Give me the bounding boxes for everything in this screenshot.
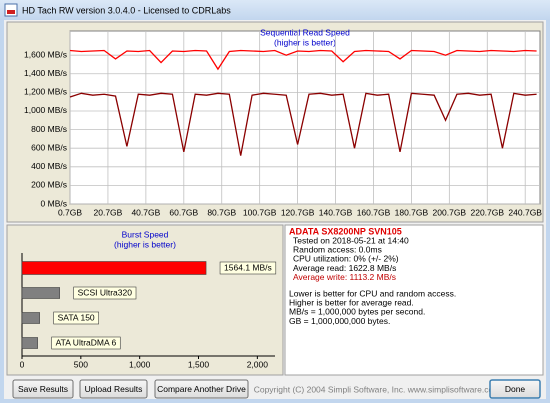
- info-line: Tested on 2018-05-21 at 14:40: [293, 235, 409, 245]
- button-face[interactable]: [154, 379, 249, 399]
- copyright: Copyright (C) 2004 Simpli Software, Inc.…: [254, 384, 501, 394]
- y-tick-label: 1,600 MB/s: [24, 49, 67, 59]
- y-tick-label: 200 MB/s: [31, 180, 67, 190]
- x-tick-label: 200.7GB: [433, 207, 467, 217]
- x-tick-label: 80.7GB: [207, 207, 236, 217]
- x-tick-label: 0.7GB: [58, 207, 82, 217]
- button-face[interactable]: [79, 379, 148, 399]
- done-button[interactable]: Done: [489, 379, 541, 399]
- y-tick-label: 1,000 MB/s: [24, 105, 67, 115]
- x-tick-label: 1,000: [129, 359, 151, 369]
- x-tick-label: 1,500: [188, 359, 210, 369]
- drive-name: ADATA SX8200NP SVN105: [289, 226, 402, 236]
- x-tick-label: 100.7GB: [243, 207, 277, 217]
- title-bar: [0, 0, 550, 20]
- burst-chart: Burst Speed(higher is better) 0 500 1,000 1,…: [20, 229, 277, 369]
- x-tick-label: 160.7GB: [357, 207, 391, 217]
- chart-title: Burst Speed: [122, 229, 169, 239]
- series-line: [69, 92, 537, 156]
- button-label[interactable]: Save Results: [18, 384, 68, 394]
- category-label: SCSI Ultra320: [78, 287, 133, 297]
- y-tick-label: 600 MB/s: [31, 142, 67, 152]
- x-tick-label: 180.7GB: [395, 207, 429, 217]
- category-label: SATA 150: [58, 312, 95, 322]
- y-tick-label: 0 MB/s: [41, 198, 67, 208]
- info-panel: [284, 224, 544, 376]
- x-tick-label: 140.7GB: [319, 207, 353, 217]
- value-label: 1564.1 MB/s: [224, 262, 272, 272]
- bar: [21, 261, 207, 275]
- info-note: Lower is better for CPU and random acces…: [289, 288, 456, 298]
- x-tick-label: 60.7GB: [169, 207, 198, 217]
- y-tick-label: 400 MB/s: [31, 161, 67, 171]
- bar: [21, 337, 38, 349]
- sequential-chart: Sequential Read Speed(higher is better) 0…: [24, 27, 542, 217]
- y-tick-label: 800 MB/s: [31, 124, 67, 134]
- button-label[interactable]: Compare Another Drive: [157, 384, 246, 394]
- x-tick-label: 120.7GB: [281, 207, 315, 217]
- plot-area: [69, 30, 541, 205]
- x-tick-label: 2,000: [247, 359, 269, 369]
- bar: [21, 287, 60, 299]
- info-line: Average read: 1622.8 MB/s: [293, 263, 396, 273]
- app-icon-mark: [7, 10, 15, 14]
- info-line: CPU utilization: 0% (+/- 2%): [293, 254, 399, 264]
- label-box: [73, 286, 137, 300]
- button-face[interactable]: [12, 379, 74, 399]
- chart-title: Sequential Read Speed: [260, 27, 350, 37]
- info-note: GB = 1,000,000,000 bytes.: [289, 316, 390, 326]
- x-tick-label: 500: [74, 359, 88, 369]
- button-face[interactable]: [489, 379, 541, 399]
- label-box: [53, 311, 99, 325]
- category-label: ATA UltraDMA 6: [56, 337, 117, 347]
- chart-subtitle: (higher is better): [114, 239, 176, 249]
- label-box: [219, 261, 277, 275]
- button-label[interactable]: Upload Results: [85, 384, 143, 394]
- info-note: Higher is better for average read.: [289, 297, 414, 307]
- chart-subtitle: (higher is better): [274, 37, 336, 47]
- button-label[interactable]: Done: [505, 384, 526, 394]
- x-tick-label: 0: [20, 359, 25, 369]
- info-note: MB/s = 1,000,000 bytes per second.: [289, 307, 425, 317]
- y-tick-label: 1,400 MB/s: [24, 68, 67, 78]
- button[interactable]: Compare Another Drive: [154, 379, 249, 399]
- x-tick-label: 20.7GB: [94, 207, 123, 217]
- info-write: Average write: 1113.2 MB/s: [293, 272, 396, 282]
- button[interactable]: Upload Results: [79, 379, 148, 399]
- x-tick-label: 240.7GB: [508, 207, 542, 217]
- bar: [21, 312, 40, 324]
- info-line: Random access: 0.0ms: [293, 244, 382, 254]
- x-tick-label: 40.7GB: [131, 207, 160, 217]
- label-box: [51, 336, 121, 350]
- window-title: HD Tach RW version 3.0.4.0 - Licensed to…: [22, 5, 231, 15]
- burst-panel: [6, 224, 284, 376]
- button[interactable]: Save Results: [12, 379, 74, 399]
- y-tick-label: 1,200 MB/s: [24, 87, 67, 97]
- series-line: [69, 49, 537, 71]
- x-tick-label: 220.7GB: [470, 207, 504, 217]
- footer: Save Results Upload Results Compare Anothe…: [12, 379, 541, 399]
